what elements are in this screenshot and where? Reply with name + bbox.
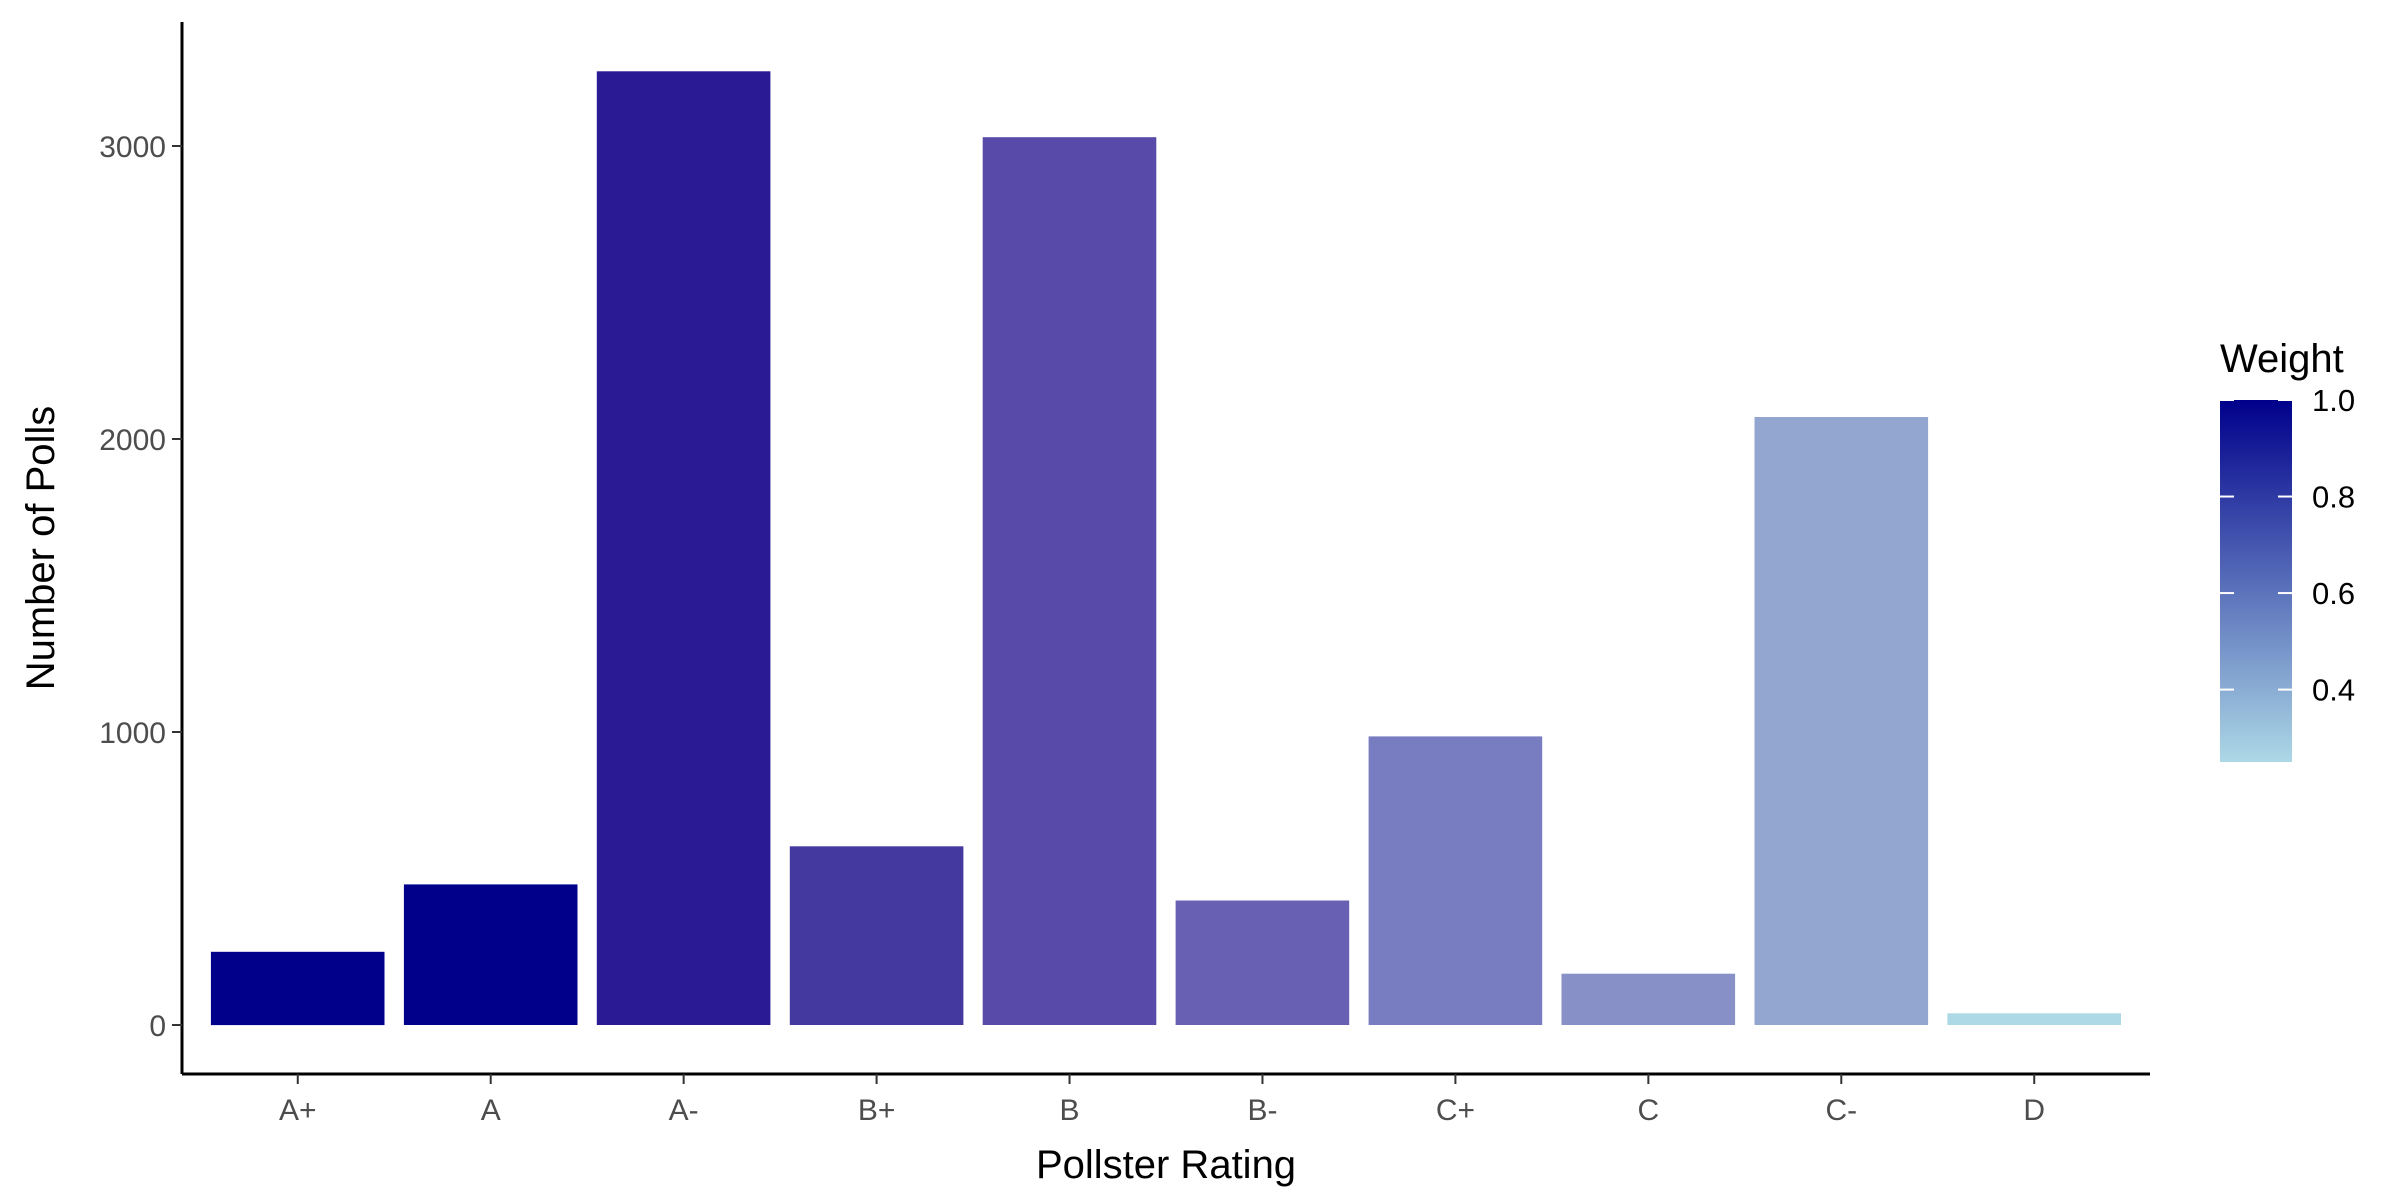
x-axis-title: Pollster Rating	[1036, 1143, 1296, 1187]
legend-tick-label: 0.6	[2312, 576, 2355, 611]
bar-B-	[1175, 900, 1350, 1025]
legend-colorbar	[2220, 400, 2292, 762]
bar-A+	[210, 951, 385, 1026]
bar-B+	[789, 846, 964, 1025]
bar-D	[1947, 1013, 2121, 1025]
x-tick-label: C-	[1825, 1094, 1857, 1127]
bar-C	[1561, 973, 1736, 1025]
x-tick-label: B+	[858, 1094, 896, 1127]
x-tick-label: A+	[279, 1094, 317, 1127]
color-legend: Weight 0.4 0.6 0.8 1.0	[2220, 337, 2355, 762]
x-tick-label: A-	[669, 1094, 699, 1127]
x-tick-label: C+	[1436, 1094, 1475, 1127]
legend-tick-label: 0.4	[2312, 673, 2355, 708]
legend-tick-label: 1.0	[2312, 383, 2355, 418]
x-tick-label: B	[1060, 1094, 1080, 1127]
bar-C-	[1754, 417, 1929, 1025]
bar-A	[403, 884, 578, 1025]
bar-C+	[1368, 736, 1543, 1025]
x-tick-label: B-	[1247, 1094, 1277, 1127]
bar-B	[982, 137, 1157, 1025]
y-tick-label: 2000	[99, 424, 166, 457]
plot-area	[210, 71, 2121, 1026]
y-axis-title: Number of Polls	[19, 406, 63, 691]
x-tick-label: C	[1638, 1094, 1660, 1127]
bar-A-	[596, 71, 771, 1026]
x-tick-label: D	[2023, 1094, 2045, 1127]
legend-title: Weight	[2220, 337, 2344, 381]
y-tick-label: 1000	[99, 717, 166, 750]
x-tick-label: A	[481, 1094, 501, 1127]
y-tick-label: 0	[149, 1010, 166, 1043]
legend-tick-label: 0.8	[2312, 480, 2355, 515]
y-tick-label: 3000	[99, 131, 166, 164]
